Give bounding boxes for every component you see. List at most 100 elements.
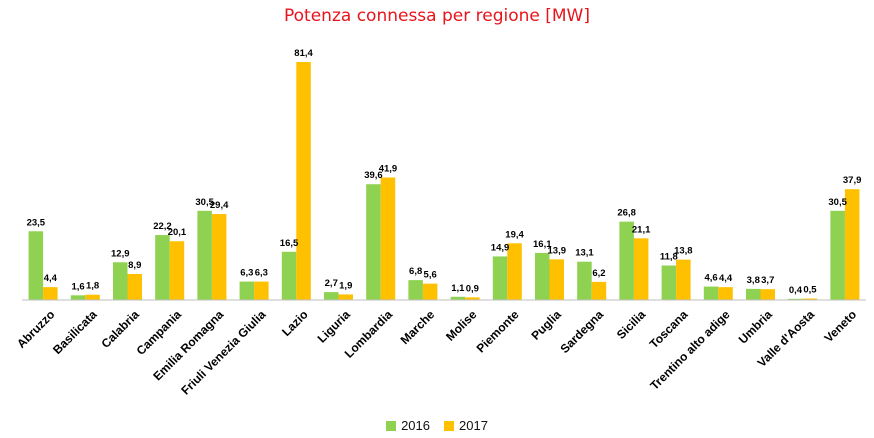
bar-2017-lazio [296, 62, 311, 300]
data-label-2017-sicilia: 21,1 [632, 224, 651, 235]
bar-2016-marche [408, 280, 423, 300]
data-label-2016-sardegna: 13,1 [575, 248, 594, 259]
data-label-2016-calabria: 12,9 [111, 248, 130, 259]
data-label-2016-piemonte: 14,9 [491, 242, 510, 253]
data-label-2017-sardegna: 6,2 [592, 268, 605, 279]
bar-2017-sicilia [633, 238, 649, 300]
bar-2016-friuli-venezia-giulia [239, 281, 255, 300]
data-label-2016-lombardia: 39,6 [364, 170, 383, 181]
data-label-2017-veneto: 37,9 [843, 175, 862, 186]
data-label-2017-basilicata: 1,8 [86, 281, 99, 292]
category-label-toscana: Toscana [647, 307, 691, 351]
category-label-friuli-venezia-giulia: Friuli Venezia Giulia [178, 307, 268, 397]
bar-2017-toscana [676, 259, 691, 300]
bar-2016-trentino-alto-adige [703, 286, 719, 300]
bar-2017-lombardia [380, 177, 396, 300]
legend: 2016 2017 [0, 418, 874, 433]
bar-2016-umbria [746, 288, 761, 300]
bar-2016-campania [155, 235, 170, 300]
category-label-abruzzo: Abruzzo [14, 307, 57, 350]
bar-2017-marche [422, 283, 438, 300]
data-label-2017-lazio: 81,4 [294, 48, 313, 59]
legend-swatch-2016 [386, 420, 397, 431]
category-label-basilicata: Basilicata [50, 307, 100, 357]
bar-2016-lombardia [366, 184, 381, 300]
bar-2016-lazio [281, 251, 297, 300]
bar-2017-piemonte [507, 243, 522, 300]
data-label-2016-veneto: 30,5 [828, 197, 847, 208]
category-labels-group: AbruzzoBasilicataCalabriaCampaniaEmilia … [14, 307, 859, 397]
bar-2016-puglia [535, 252, 550, 300]
category-label-molise: Molise [443, 307, 480, 344]
legend-item-2016: 2016 [386, 418, 430, 433]
bar-2017-veneto [844, 189, 860, 300]
data-label-2016-toscana: 11,8 [660, 252, 678, 263]
value-labels-group: 23,54,41,6 1,812,98,922,220,130,529,46,3 6… [27, 48, 862, 296]
data-label-2016-sicilia: 26,8 [617, 208, 636, 219]
category-label-sicilia: Sicilia [614, 307, 649, 342]
legend-label-2016: 2016 [401, 418, 430, 433]
bar-2016-basilicata [70, 295, 86, 300]
data-label-2016-marche: 6,8 [409, 266, 422, 277]
legend-label-2017: 2017 [459, 418, 488, 433]
data-label-2016-trentino-alto-adige: 4,6 [704, 273, 717, 284]
data-label-2017-lombardia: 41,9 [379, 163, 398, 174]
data-label-2017-emilia-romagna: 29,4 [210, 200, 229, 211]
category-label-liguria: Liguria [315, 307, 353, 345]
bar-2017-emilia-romagna [211, 214, 227, 300]
bar-2017-molise [465, 297, 480, 300]
data-label-2017-calabria: 8,9 [128, 260, 141, 271]
bar-2017-sardegna [591, 281, 607, 300]
data-label-2016-friuli-venezia-giulia: 6,3 [240, 268, 253, 279]
data-label-2016-puglia: 16,1 [533, 239, 552, 250]
bars-group [28, 62, 860, 300]
bar-2016-valle-d-aosta [788, 298, 803, 300]
category-label-sardegna: Sardegna [557, 307, 606, 356]
category-label-lazio: Lazio [279, 307, 311, 339]
data-label-2017-abruzzo: 4,4 [44, 273, 58, 284]
data-label-2016-basilicata: 1,6 [71, 281, 84, 292]
bar-2017-umbria [760, 289, 775, 300]
bar-2017-valle-d-aosta [802, 298, 818, 300]
category-label-puglia: Puglia [528, 307, 564, 343]
bar-2016-veneto [830, 210, 845, 300]
data-label-2016-molise: 1,1 [451, 283, 465, 294]
data-label-2017-trentino-alto-adige: 4,4 [719, 273, 733, 284]
bar-2016-piemonte [492, 256, 508, 300]
data-label-2016-lazio: 16,5 [280, 238, 299, 249]
data-label-2017-puglia: 13,9 [548, 245, 567, 256]
data-label-2016-campania: 22,2 [153, 221, 172, 232]
bar-2016-molise [450, 296, 466, 300]
legend-swatch-2017 [444, 420, 454, 431]
bar-2016-sicilia [619, 221, 634, 300]
legend-item-2017: 2017 [444, 418, 488, 433]
bar-2017-campania [169, 241, 185, 300]
bar-2016-liguria [324, 292, 339, 300]
data-label-2017-liguria: 1,9 [339, 280, 352, 291]
data-label-2016-abruzzo: 23,5 [27, 217, 46, 228]
bar-2017-trentino-alto-adige [718, 287, 733, 300]
category-label-umbria: Umbria [736, 307, 775, 346]
data-label-2016-valle-d-aosta: 0,4 [789, 285, 803, 296]
data-label-2016-umbria: 3,8 [747, 275, 760, 286]
data-label-2017-piemonte: 19,4 [505, 229, 524, 240]
category-label-veneto: Veneto [822, 307, 860, 345]
data-label-2017-toscana: 13,8 [674, 246, 693, 257]
category-label-calabria: Calabria [98, 307, 142, 351]
data-label-2016-emilia-romagna: 30,5 [195, 197, 214, 208]
data-label-2017-friuli-venezia-giulia: 6,3 [255, 268, 268, 279]
bar-2017-liguria [338, 294, 353, 300]
data-label-2017-valle-d-aosta: 0,5 [803, 285, 817, 296]
bar-2016-sardegna [577, 261, 592, 300]
bar-2016-emilia-romagna [197, 210, 212, 300]
bar-2016-toscana [661, 265, 677, 300]
bar-2017-abruzzo [43, 287, 58, 300]
chart-title: Potenza connessa per regione [MW] [284, 6, 590, 26]
bar-2017-puglia [549, 259, 564, 300]
data-label-2017-marche: 5,6 [424, 270, 437, 281]
category-label-trentino-alto-adige: Trentino alto adige [647, 307, 733, 393]
data-label-2017-campania: 20,1 [168, 227, 187, 238]
bar-2016-abruzzo [28, 231, 44, 300]
category-label-piemonte: Piemonte [474, 307, 522, 355]
